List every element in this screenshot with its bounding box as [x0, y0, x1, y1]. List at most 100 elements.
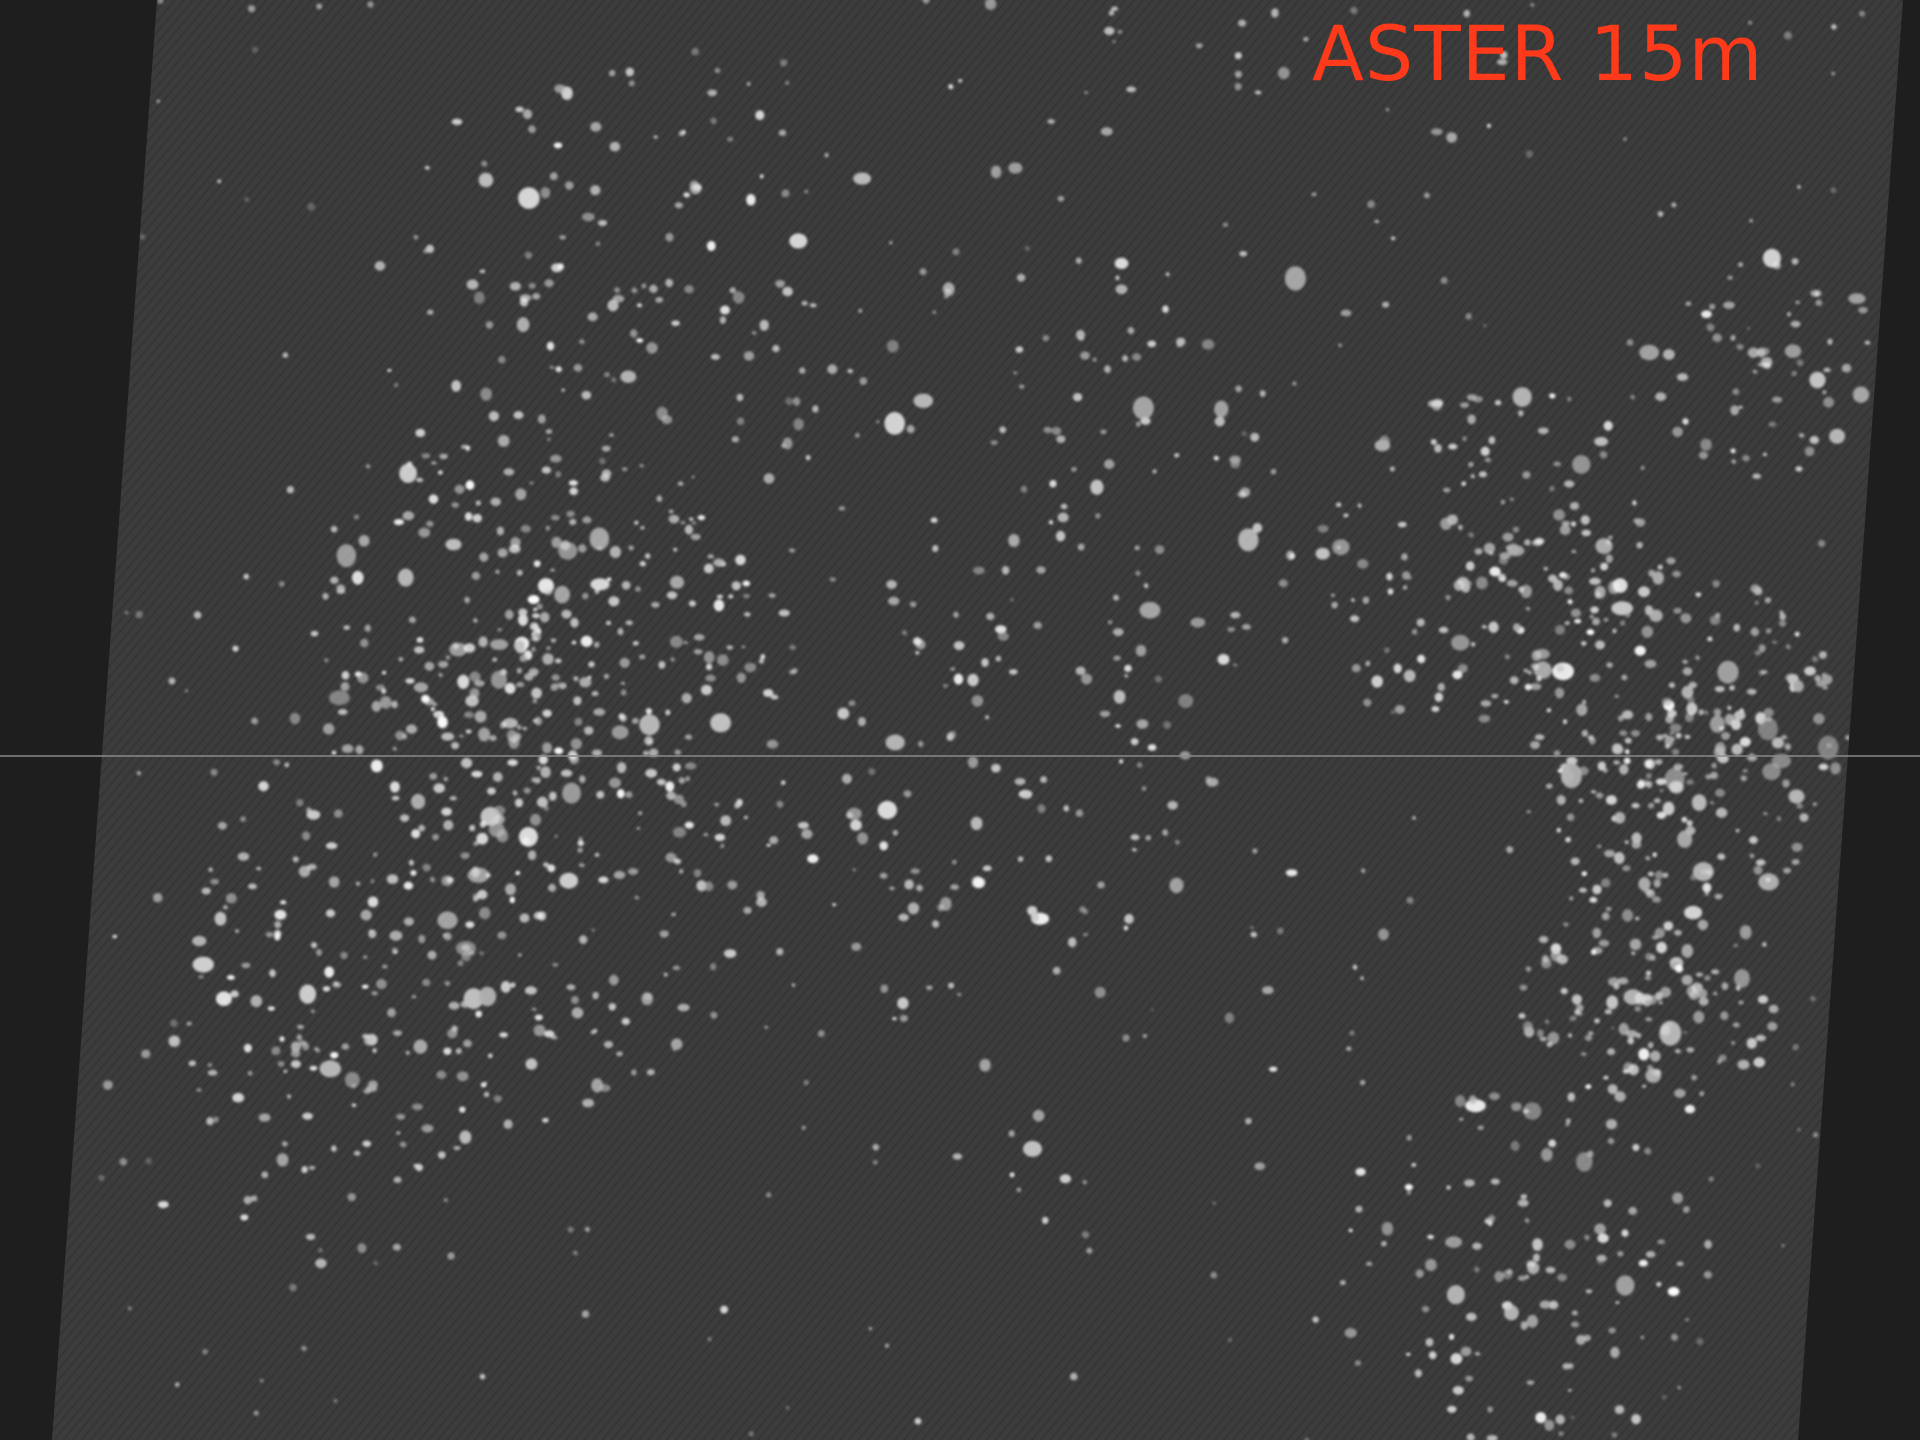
bright-spot [1592, 927, 1602, 939]
bright-spot [1658, 1001, 1664, 1005]
bright-spot [1425, 1258, 1437, 1272]
bright-spot [1708, 1176, 1714, 1182]
bright-spot [1639, 344, 1660, 361]
bright-spot [488, 411, 499, 422]
bright-spot [1530, 741, 1540, 749]
bright-spot [379, 696, 392, 709]
bright-spot [646, 1069, 655, 1076]
bright-spot [591, 691, 599, 697]
bright-spot [278, 581, 285, 587]
bright-spot [1549, 393, 1556, 399]
bright-spot [1438, 626, 1449, 634]
bright-spot [1700, 438, 1712, 451]
bright-spot [1132, 396, 1154, 420]
bright-spot [756, 890, 765, 900]
bright-spot [1431, 399, 1443, 411]
bright-spot [444, 980, 451, 986]
bright-spot [1020, 485, 1028, 493]
bright-spot [1601, 912, 1610, 921]
bright-spot [1239, 250, 1248, 257]
bright-spot [719, 316, 727, 324]
bright-spot [1676, 373, 1689, 382]
bright-spot [616, 762, 627, 774]
bright-spot [562, 782, 581, 804]
bright-spot [415, 1163, 424, 1172]
bright-spot [207, 1063, 213, 1067]
bright-spot [970, 816, 983, 831]
bright-spot [1071, 466, 1077, 472]
bright-spot [859, 377, 868, 385]
bright-spot [1821, 672, 1827, 678]
bright-spot [1565, 1118, 1571, 1124]
bright-spot [1488, 621, 1499, 633]
bright-spot [1632, 500, 1637, 506]
bright-spot [127, 1306, 132, 1311]
bright-spot [192, 935, 207, 947]
bright-spot [1509, 676, 1519, 685]
bright-spot [441, 807, 452, 816]
bright-spot [1571, 994, 1582, 1005]
bright-spot [801, 1125, 806, 1130]
bright-spot [824, 152, 829, 158]
bright-spot [1548, 1300, 1559, 1310]
bright-spot [568, 480, 578, 486]
bright-spot [1599, 451, 1608, 459]
bright-spot [1852, 386, 1870, 403]
bright-spot [673, 858, 682, 865]
bright-spot [1169, 877, 1184, 894]
bright-spot [868, 768, 876, 775]
bright-spot [478, 172, 494, 188]
bright-spot [1742, 455, 1750, 462]
bright-spot [1512, 526, 1520, 533]
bright-spot [515, 488, 527, 501]
bright-spot [1114, 257, 1129, 269]
bright-spot [505, 883, 516, 896]
bright-spot [567, 1226, 574, 1233]
bright-spot [1453, 580, 1465, 591]
bright-spot [1483, 323, 1487, 328]
bright-spot [1650, 1050, 1661, 1062]
bright-spot [616, 789, 625, 799]
bright-spot [1497, 573, 1506, 582]
bright-spot [1652, 896, 1661, 903]
bright-spot [608, 69, 616, 77]
bright-spot [661, 415, 673, 425]
bright-spot [1571, 1310, 1578, 1316]
bright-spot [1339, 1280, 1346, 1286]
bright-spot [386, 874, 399, 884]
bright-spot [785, 397, 793, 406]
bright-spot [1571, 1321, 1580, 1328]
bright-spot [466, 279, 479, 290]
bright-spot [492, 772, 503, 782]
bright-spot [678, 130, 685, 137]
bright-spot [315, 1258, 327, 1269]
bright-spot [282, 1141, 288, 1147]
bright-spot [536, 796, 548, 808]
bright-spot [838, 506, 846, 511]
bright-spot [340, 951, 348, 960]
bright-spot [372, 1048, 377, 1053]
bright-spot [1667, 1286, 1680, 1297]
bright-spot [1081, 673, 1093, 685]
bright-spot [357, 1243, 367, 1254]
bright-spot [1474, 548, 1483, 555]
bright-spot [277, 1060, 285, 1067]
bright-spot [1571, 549, 1577, 554]
bright-spot [1030, 912, 1039, 922]
bright-spot [1619, 730, 1628, 736]
bright-spot [1654, 759, 1663, 765]
bright-spot [631, 1069, 637, 1076]
bright-spot [1558, 1431, 1564, 1436]
bright-spot [1631, 1414, 1641, 1425]
bright-spot [1749, 853, 1755, 859]
bright-spot [1671, 1333, 1678, 1341]
bright-spot [714, 67, 721, 74]
bright-spot [1108, 10, 1115, 16]
bright-spot [1657, 1239, 1666, 1245]
bright-spot [460, 852, 470, 859]
bright-spot [1387, 588, 1394, 595]
bright-spot [1271, 8, 1279, 18]
bright-spot [609, 974, 619, 986]
bright-spot [243, 1043, 252, 1053]
